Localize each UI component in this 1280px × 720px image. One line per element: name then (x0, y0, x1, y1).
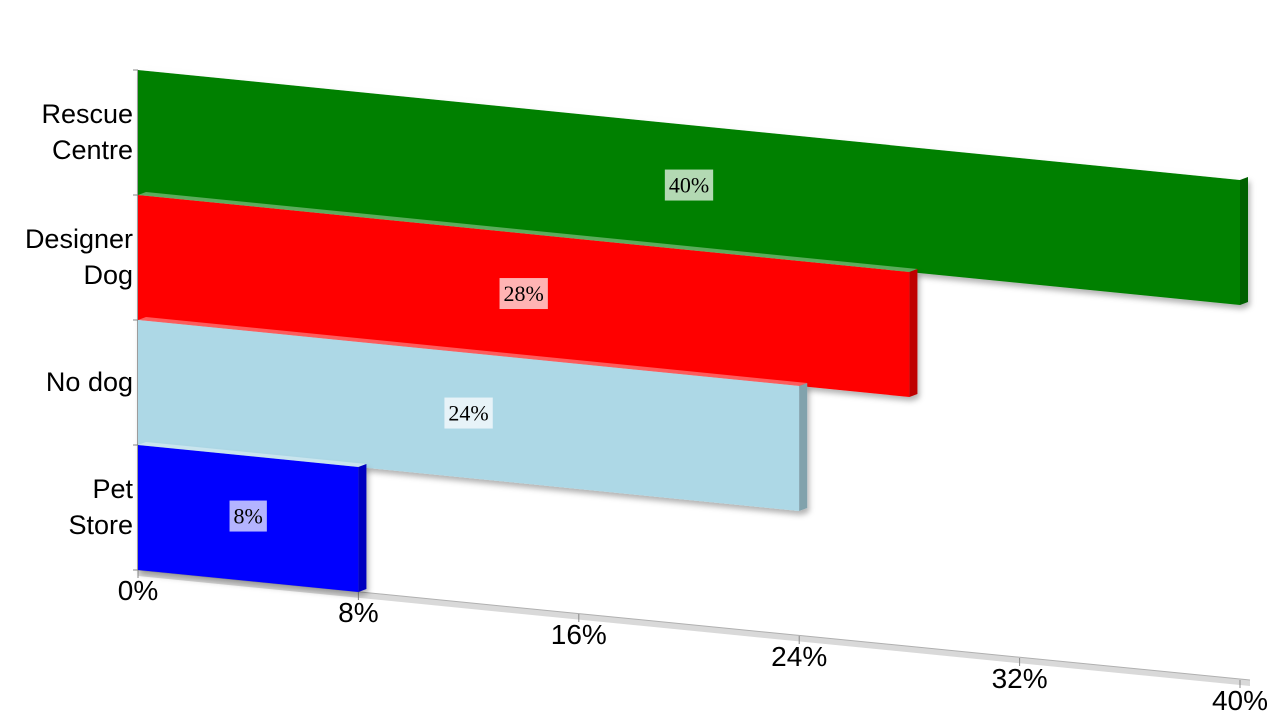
value-label-bg (444, 397, 493, 429)
value-label: 24% (448, 401, 488, 426)
bar-side-shade (1240, 177, 1248, 305)
x-tick-label: 24% (771, 641, 827, 672)
bar-side-shade (358, 464, 367, 592)
value-label-bg (499, 278, 548, 310)
x-tick-label: 0% (118, 575, 158, 606)
value-label-bg (229, 500, 267, 532)
bar-side-shade (909, 269, 918, 397)
category-label: Pet Store (68, 474, 133, 540)
value-label: 28% (504, 281, 544, 306)
category-label: Rescue Centre (41, 99, 133, 165)
bar-side-shade (799, 383, 808, 511)
x-tick-label: 8% (338, 597, 378, 628)
category-label: No dog (45, 366, 133, 397)
value-label: 40% (669, 173, 709, 198)
bar-top-face (138, 442, 367, 467)
bar-top-face (138, 192, 918, 272)
value-label: 8% (234, 504, 263, 529)
x-tick-label: 16% (551, 619, 607, 650)
value-label-bg (664, 169, 714, 201)
x-axis-floor (138, 570, 1250, 686)
x-tick-label: 40% (1212, 685, 1268, 716)
x-tick-label: 32% (992, 663, 1048, 694)
bar-top-face (138, 317, 808, 386)
category-label: Designer Dog (24, 224, 133, 290)
bar-top-face (138, 67, 1248, 180)
